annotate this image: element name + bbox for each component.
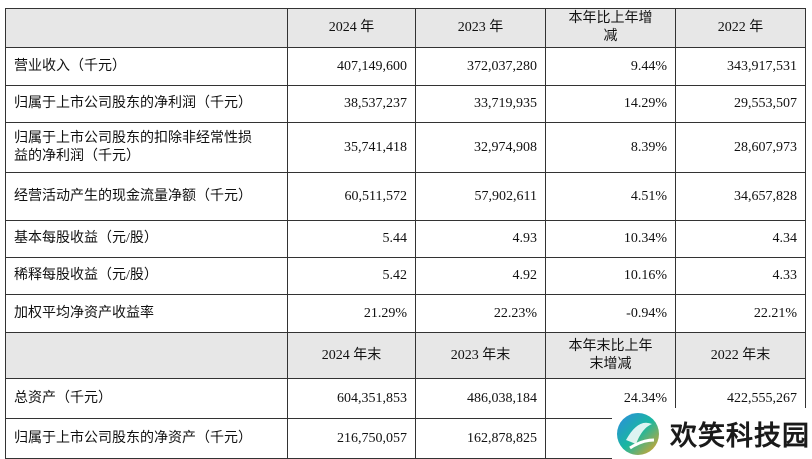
table-cell: 60,511,572	[287, 172, 416, 221]
table-cell: 162,878,825	[415, 418, 546, 459]
table-cell: 5.44	[287, 220, 416, 258]
table-cell: 33,719,935	[415, 85, 546, 123]
table-row: 加权平均净资产收益率 21.29% 22.23% -0.94% 22.21%	[5, 294, 806, 333]
table-cell: 经营活动产生的现金流量净额（千元）	[5, 172, 288, 221]
table-cell: 22.23%	[415, 294, 546, 333]
table-cell: 28,607,973	[675, 122, 806, 173]
table-cell: 372,037,280	[415, 47, 546, 86]
table-cell: 21.29%	[287, 294, 416, 333]
table-row: 基本每股收益（元/股） 5.44 4.93 10.34% 4.34	[5, 220, 806, 258]
table-cell: 2022 年	[675, 8, 806, 48]
table-row: 稀释每股收益（元/股） 5.42 4.92 10.16% 4.33	[5, 257, 806, 295]
table-row: 归属于上市公司股东的扣除非经常性损益的净利润（千元） 35,741,418 32,9…	[5, 122, 806, 173]
table-cell: 9.44%	[545, 47, 676, 86]
table-cell: 10.16%	[545, 257, 676, 295]
table-cell: 2022 年末	[675, 332, 806, 379]
table-row: 2024 年末 2023 年末 本年末比上年末增减 2022 年末	[5, 332, 806, 379]
financial-table: 2024 年 2023 年本年比上年增减 2022 年营业收入（千元） 407,149…	[5, 8, 806, 459]
table-cell: 4.51%	[545, 172, 676, 221]
table-cell: 归属于上市公司股东的净资产（千元）	[5, 418, 288, 459]
table-cell: 24.34%	[545, 378, 676, 419]
table-cell: 22.21%	[675, 294, 806, 333]
table-cell: 归属于上市公司股东的扣除非经常性损益的净利润（千元）	[5, 122, 288, 173]
table-cell: 34,657,828	[675, 172, 806, 221]
table-cell: 总资产（千元）	[5, 378, 288, 419]
table-row: 归属于上市公司股东的净利润（千元） 38,537,237 33,719,935 14.…	[5, 85, 806, 123]
table-cell: 4.34	[675, 220, 806, 258]
table-cell: 10.34%	[545, 220, 676, 258]
watermark-text: 欢笑科技园	[670, 421, 810, 452]
table-cell	[5, 8, 288, 48]
watermark: 欢笑科技园	[612, 408, 812, 459]
table-cell: 本年末比上年末增减	[545, 332, 676, 379]
table-cell: 本年比上年增减	[545, 8, 676, 48]
table-cell: 38,537,237	[287, 85, 416, 123]
table-cell: 稀释每股收益（元/股）	[5, 257, 288, 295]
table-cell: 4.92	[415, 257, 546, 295]
table-cell: 2023 年	[415, 8, 546, 48]
table-cell: 57,902,611	[415, 172, 546, 221]
table-row: 营业收入（千元） 407,149,600 372,037,280 9.44% 343,9…	[5, 47, 806, 86]
table-cell: 基本每股收益（元/股）	[5, 220, 288, 258]
table-cell: -0.94%	[545, 294, 676, 333]
table-cell: 4.33	[675, 257, 806, 295]
table-cell: 604,351,853	[287, 378, 416, 419]
table-cell: 14.29%	[545, 85, 676, 123]
table-row: 2024 年 2023 年本年比上年增减 2022 年	[5, 8, 806, 48]
table-cell: 2023 年末	[415, 332, 546, 379]
table-cell: 营业收入（千元）	[5, 47, 288, 86]
table-cell	[5, 332, 288, 379]
table-cell: 343,917,531	[675, 47, 806, 86]
table-cell: 加权平均净资产收益率	[5, 294, 288, 333]
table-cell: 2024 年	[287, 8, 416, 48]
table-cell: 486,038,184	[415, 378, 546, 419]
table-cell: 5.42	[287, 257, 416, 295]
table-cell: 407,149,600	[287, 47, 416, 86]
table-row: 经营活动产生的现金流量净额（千元） 60,511,572 57,902,611 4.5…	[5, 172, 806, 221]
watermark-logo	[617, 412, 659, 455]
table-cell: 29,553,507	[675, 85, 806, 123]
table-cell: 216,750,057	[287, 418, 416, 459]
table-cell: 4.93	[415, 220, 546, 258]
table-cell: 2024 年末	[287, 332, 416, 379]
table-cell: 归属于上市公司股东的净利润（千元）	[5, 85, 288, 123]
table-cell: 32,974,908	[415, 122, 546, 173]
table-cell: 35,741,418	[287, 122, 416, 173]
table-cell: 8.39%	[545, 122, 676, 173]
